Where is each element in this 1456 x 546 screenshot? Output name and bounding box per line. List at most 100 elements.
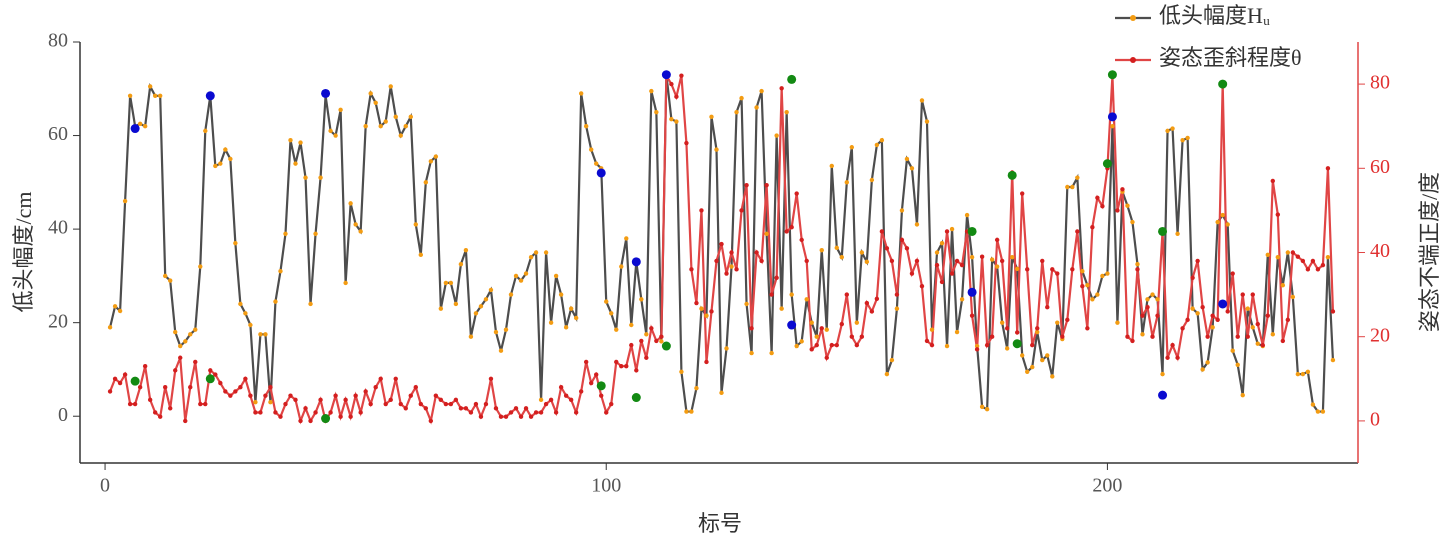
point: [794, 191, 799, 196]
point: [288, 138, 293, 143]
point: [784, 229, 789, 234]
point: [819, 326, 824, 331]
point: [1225, 222, 1230, 227]
point: [348, 201, 353, 206]
x-axis-label: 标号: [698, 511, 742, 536]
point: [1270, 332, 1276, 337]
point: [1060, 334, 1065, 339]
point: [298, 418, 303, 424]
point: [1250, 325, 1255, 330]
x-tick-label: 100: [591, 475, 621, 497]
point: [789, 292, 794, 297]
point: [157, 93, 163, 98]
point: [353, 393, 358, 398]
point: [163, 385, 168, 390]
point: [278, 414, 283, 419]
point: [493, 329, 499, 335]
point: [188, 332, 193, 337]
point: [278, 269, 283, 274]
point: [313, 410, 318, 415]
point: [704, 359, 709, 365]
point: [343, 280, 348, 286]
point: [609, 311, 614, 316]
point: [1160, 371, 1165, 377]
point: [1085, 283, 1090, 288]
point: [1330, 309, 1336, 314]
point: [568, 306, 574, 311]
point: [408, 393, 413, 398]
point: [654, 109, 659, 115]
point: [849, 145, 855, 150]
point: [1325, 254, 1331, 260]
point: [518, 278, 524, 283]
point: [899, 208, 905, 213]
point: [994, 264, 1000, 269]
point: [804, 258, 809, 264]
point: [147, 397, 153, 403]
point: [253, 399, 258, 405]
point: [1045, 305, 1050, 310]
point: [428, 159, 434, 164]
point: [122, 372, 128, 377]
point: [799, 339, 804, 344]
point: [1105, 271, 1110, 276]
point: [649, 326, 654, 331]
point: [127, 401, 133, 407]
point: [193, 359, 198, 365]
point: [333, 393, 338, 398]
point: [634, 368, 639, 373]
point: [178, 343, 183, 349]
point: [859, 250, 865, 255]
point: [1135, 267, 1140, 272]
point: [759, 88, 764, 94]
point: [629, 342, 634, 348]
point: [974, 343, 980, 349]
point: [438, 306, 444, 311]
y-axis-label: 低头幅度/cm: [11, 192, 36, 313]
point: [939, 240, 945, 246]
point: [1320, 262, 1326, 268]
point: [1225, 309, 1230, 314]
point: [604, 410, 609, 415]
point: [1205, 360, 1210, 365]
point: [614, 327, 619, 332]
point: [1190, 275, 1195, 280]
point: [989, 257, 995, 262]
point: [458, 406, 464, 411]
point: [127, 93, 133, 98]
point: [1150, 334, 1155, 339]
point: [1175, 231, 1180, 236]
point: [188, 385, 193, 390]
point: [1245, 334, 1250, 339]
point: [453, 301, 459, 307]
point: [824, 355, 829, 360]
point: [1280, 338, 1286, 344]
point: [428, 418, 434, 424]
point: [578, 91, 584, 96]
point: [1095, 195, 1100, 200]
highlight-point: [130, 376, 140, 386]
point: [804, 297, 809, 302]
highlight-point: [596, 381, 606, 391]
point: [609, 401, 614, 407]
point: [799, 237, 804, 243]
point: [198, 401, 203, 407]
point: [1230, 348, 1235, 353]
point: [689, 267, 694, 272]
point: [548, 397, 554, 403]
point: [679, 369, 684, 374]
point: [378, 376, 383, 381]
point: [1200, 367, 1205, 372]
point: [1185, 135, 1190, 141]
point: [528, 414, 534, 419]
point: [558, 292, 564, 297]
point: [1275, 254, 1281, 260]
point: [243, 376, 248, 381]
point: [403, 124, 408, 129]
point: [709, 114, 714, 120]
point: [629, 322, 634, 328]
point: [1295, 254, 1301, 259]
point: [423, 180, 429, 185]
point: [443, 280, 449, 286]
point: [594, 161, 599, 166]
